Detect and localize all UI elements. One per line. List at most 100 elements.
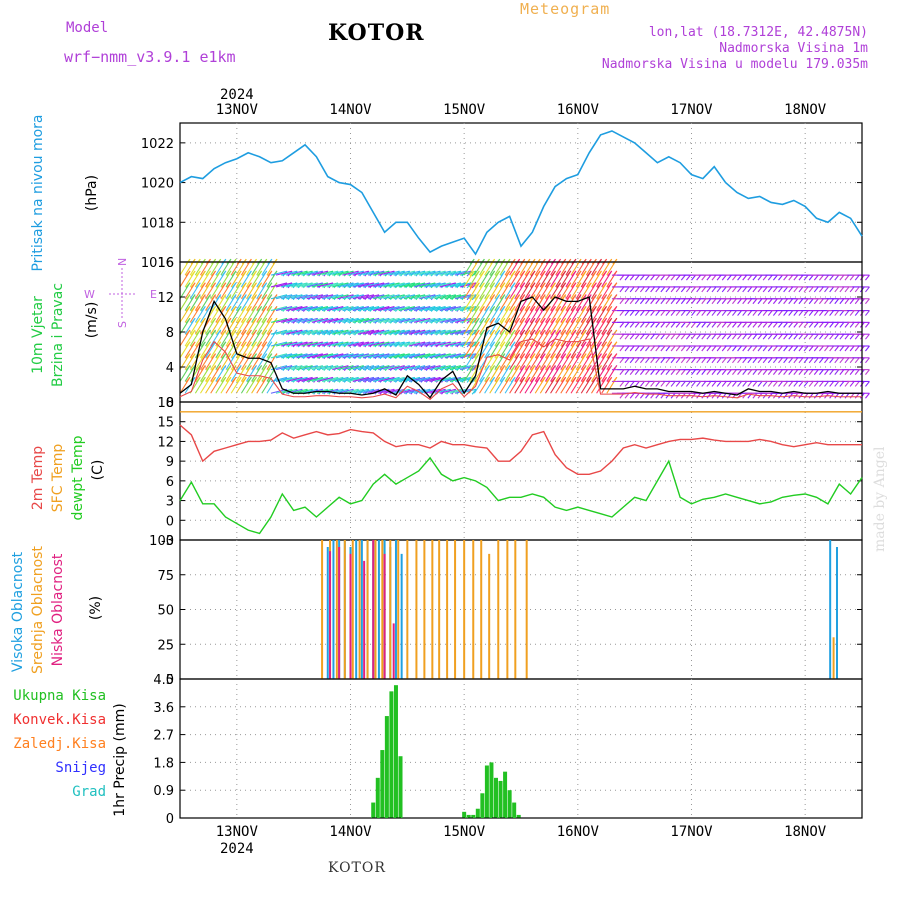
wind-barb-flag (762, 274, 768, 281)
wind-barb-flag (607, 282, 613, 289)
wind-barb-flag (545, 376, 551, 383)
wind-barb (383, 294, 400, 300)
wind-barb-flag (520, 376, 526, 383)
wind-barb-flag (535, 306, 541, 312)
wind-barb (444, 270, 461, 276)
wind-barb-flag (619, 286, 625, 293)
wind-barb-flag (737, 381, 743, 387)
wind-barb-flag (185, 341, 191, 348)
wind-barb (444, 282, 461, 288)
wind-barb-flag (556, 306, 561, 312)
temperature-frame (179, 401, 863, 541)
wind-barb (388, 282, 405, 288)
wind-barb-flag (711, 274, 717, 281)
wind-barb-flag (772, 345, 778, 352)
pressure-line (179, 130, 863, 256)
wind-barb-flag (221, 270, 227, 277)
wind-barb-flag (624, 322, 630, 328)
wind-barb (275, 270, 293, 276)
wind-barb (388, 317, 405, 323)
wind-barb-flag (471, 306, 477, 312)
wind-barb-flag (757, 298, 763, 305)
wind-barb (429, 282, 446, 288)
wind-barb-flag (469, 317, 475, 324)
precip-legend-1: Konvek.Kisa (13, 712, 106, 728)
wind-barb-flag (788, 345, 794, 352)
wind-barb-flag (696, 274, 702, 281)
wind-barb (321, 376, 339, 382)
temp-sfc-ylabel: SFC Temp (50, 444, 66, 513)
wind-barb-flag (650, 274, 656, 281)
wind-barb-flag (854, 381, 860, 387)
wind-barb-flag (655, 298, 661, 305)
wind-barb (321, 306, 339, 312)
wind-barb (403, 282, 421, 288)
wind-barb (316, 376, 334, 382)
wind-barb-flag (752, 345, 758, 352)
wind-barb-flag (262, 329, 268, 336)
wind-barb (393, 376, 410, 382)
wind-barb (352, 341, 369, 347)
wind-barb (434, 317, 451, 323)
xtick-label-top: 15NOV (443, 102, 486, 118)
wind-barb-flag (505, 294, 511, 300)
wind-barb-flag (624, 333, 630, 340)
wind-barb (449, 282, 467, 288)
wind-barb-flag (576, 294, 582, 300)
wind-barb (281, 353, 298, 359)
precip-bar (380, 750, 385, 818)
xtick-label-top: 14NOV (329, 102, 372, 118)
wind-barb-flag (865, 310, 870, 316)
wind-barb-flag (190, 306, 196, 312)
wind-barb-flag (818, 381, 824, 387)
wind-barb-flag (839, 274, 845, 281)
wind-barb-flag (515, 282, 521, 289)
wind-barb-flag (471, 377, 477, 383)
wind-barb-flag (803, 345, 809, 352)
wind-barb (398, 270, 415, 276)
wind-barb-flag (824, 322, 829, 328)
wind-ytick-label: 8 (166, 326, 174, 341)
wind-barb-flag (798, 357, 804, 364)
wind-barb-flag (505, 365, 511, 371)
wind-barb (414, 282, 431, 288)
wind-barb-flag (639, 357, 645, 364)
wind-barb-flag (798, 286, 804, 293)
wind-barb-flag (262, 376, 268, 383)
wind-barb-flag (788, 310, 794, 316)
wind-barb-flag (231, 329, 237, 336)
wind-barb (342, 282, 359, 288)
wind-barb-flag (767, 381, 773, 387)
cloud-ytick-label: 100 (149, 534, 174, 549)
wind-barb (296, 329, 313, 335)
wind-barb-flag (706, 298, 712, 305)
wind-barb-flag (742, 369, 748, 375)
wind-barb-flag (772, 298, 778, 305)
wind-barb-flag (721, 381, 727, 387)
wind-barb-flag (246, 317, 252, 324)
wind-barb-flag (490, 270, 496, 277)
wind-barb-flag (675, 286, 681, 293)
wind-barb-flag (466, 329, 472, 336)
wind-barb-flag (844, 298, 850, 305)
wind-barb-flag (535, 376, 541, 383)
wind-barb-flag (726, 274, 732, 281)
temperature-ytick-label: 3 (166, 495, 174, 510)
wind-barb (286, 388, 303, 394)
wind-barb-flag (711, 381, 717, 387)
wind-barb-flag (485, 294, 490, 300)
wind-barb (367, 270, 385, 276)
wind-barb-flag (252, 282, 257, 289)
wind-barb-flag (561, 317, 567, 324)
wind-barb-flag (241, 270, 247, 277)
wind-barb (275, 306, 293, 312)
wind-barb-flag (865, 392, 870, 399)
wind-barb-flag (485, 365, 490, 371)
wind-barb-flag (783, 333, 789, 340)
wind-barb (291, 294, 308, 300)
wind-barb-flag (752, 381, 758, 387)
wind-barb-flag (798, 333, 804, 340)
wind-barb-flag (619, 381, 625, 387)
wind-barb-flag (581, 341, 587, 348)
wind-barb (352, 388, 369, 394)
